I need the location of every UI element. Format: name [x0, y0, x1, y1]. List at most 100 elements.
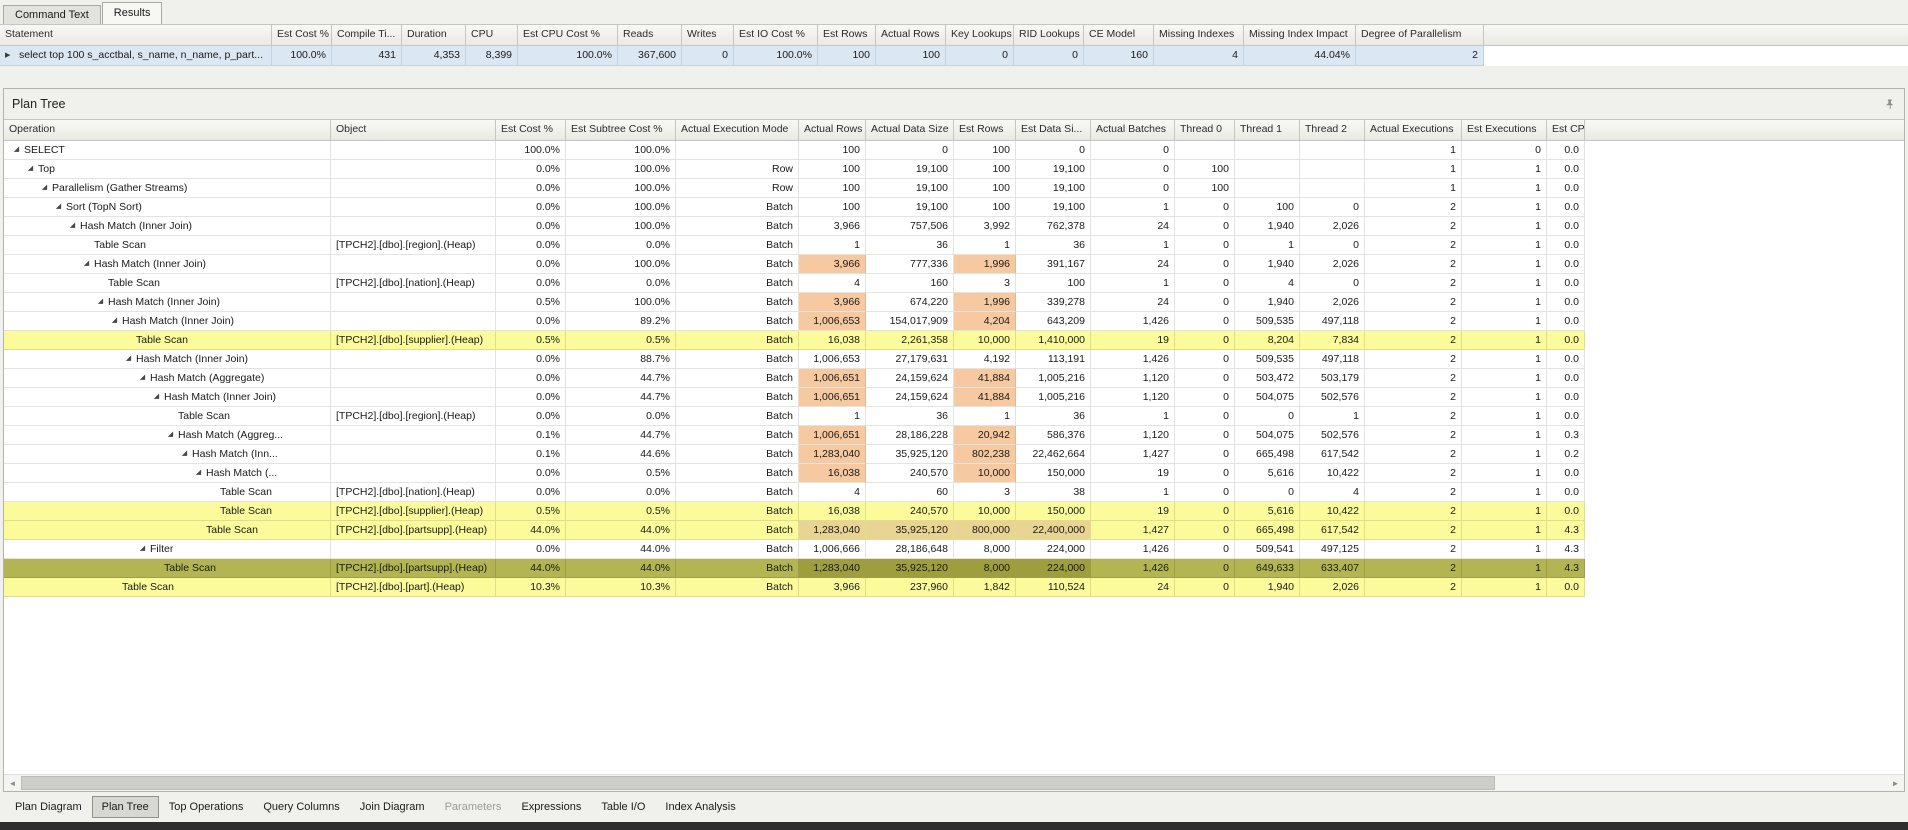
plan-tree-cell-actual_rows: 1,283,040	[799, 521, 866, 540]
plan-tree-header-est_data_size[interactable]: Est Data Si...	[1016, 120, 1091, 140]
plan-tree-cell-est_rows: 41,884	[954, 388, 1016, 407]
statement-header-cpu[interactable]: CPU	[466, 25, 518, 45]
statement-header-rid_lookups[interactable]: RID Lookups	[1014, 25, 1084, 45]
bottom-tab-plan-tree[interactable]: Plan Tree	[91, 796, 159, 818]
scroll-left-button[interactable]: ◄	[4, 775, 21, 791]
tree-expander-icon[interactable]: ◢	[111, 317, 118, 324]
statement-row-1[interactable]: ▶ select top 100 s_acctbal, s_name, n_nam…	[0, 46, 1908, 66]
scrollbar-track[interactable]	[21, 775, 1887, 791]
tree-expander-icon[interactable]: ◢	[181, 450, 188, 457]
plan-tree-header-est_subtree_cost[interactable]: Est Subtree Cost %	[566, 120, 676, 140]
plan-tree-cell-est_subtree_cost: 10.3%	[566, 578, 676, 597]
plan-tree-row-23-table-scan[interactable]: Table Scan [TPCH2].[dbo].[partsupp].(Heap…	[4, 559, 1904, 578]
tree-expander-icon[interactable]: ◢	[195, 469, 202, 476]
plan-tree-row-1-select[interactable]: ◢ SELECT 100.0% 100.0% 100 0 100 0 0 1 0 0.0	[4, 141, 1904, 160]
plan-tree-row-20-table-scan[interactable]: Table Scan [TPCH2].[dbo].[supplier].(Heap…	[4, 502, 1904, 521]
plan-tree-header-actual_batches[interactable]: Actual Batches	[1091, 120, 1175, 140]
tree-expander-icon[interactable]: ◢	[167, 431, 174, 438]
statement-header-est_cost[interactable]: Est Cost %	[272, 25, 332, 45]
plan-tree-header-actual_data_size[interactable]: Actual Data Size	[866, 120, 954, 140]
plan-tree-row-10-hash-match-inner-join[interactable]: ◢ Hash Match (Inner Join) 0.0% 89.2% Batch 1,…	[4, 312, 1904, 331]
pin-icon[interactable]	[1884, 98, 1896, 110]
plan-tree-row-6-table-scan[interactable]: Table Scan [TPCH2].[dbo].[region].(Heap) 0…	[4, 236, 1904, 255]
statement-header-key_lookups[interactable]: Key Lookups	[946, 25, 1014, 45]
plan-tree-header-thread_0[interactable]: Thread 0	[1175, 120, 1235, 140]
statement-header-ce_model[interactable]: CE Model	[1084, 25, 1154, 45]
scrollbar-thumb[interactable]	[21, 776, 1496, 790]
plan-tree-row-7-hash-match-inner-join[interactable]: ◢ Hash Match (Inner Join) 0.0% 100.0% Batch 3…	[4, 255, 1904, 274]
plan-tree-row-24-table-scan[interactable]: Table Scan [TPCH2].[dbo].[part].(Heap) 10.…	[4, 578, 1904, 597]
plan-tree-row-21-table-scan[interactable]: Table Scan [TPCH2].[dbo].[partsupp].(Heap…	[4, 521, 1904, 540]
statement-header-est_cpu_cost[interactable]: Est CPU Cost %	[518, 25, 618, 45]
tree-expander-icon[interactable]: ◢	[153, 393, 160, 400]
statement-header-missing_indexes[interactable]: Missing Indexes	[1154, 25, 1244, 45]
statement-expander-icon[interactable]: ▶	[5, 52, 11, 59]
bottom-tab-query-columns[interactable]: Query Columns	[263, 801, 340, 813]
tree-expander-icon[interactable]: ◢	[13, 146, 20, 153]
horizontal-scrollbar[interactable]: ◄ ►	[4, 774, 1904, 791]
tree-expander-icon[interactable]: ◢	[55, 203, 62, 210]
plan-tree-header-est_cost[interactable]: Est Cost %	[496, 120, 566, 140]
tree-expander-icon[interactable]: ◢	[139, 374, 146, 381]
plan-tree-header-actual_executions[interactable]: Actual Executions	[1365, 120, 1462, 140]
tree-expander-icon[interactable]: ◢	[125, 355, 132, 362]
statement-header-statement[interactable]: Statement	[0, 25, 272, 45]
scroll-right-button[interactable]: ►	[1887, 775, 1904, 791]
plan-tree-header-mode[interactable]: Actual Execution Mode	[676, 120, 799, 140]
tree-expander-icon[interactable]: ◢	[41, 184, 48, 191]
plan-tree-header-operation[interactable]: Operation	[4, 120, 331, 140]
plan-tree-cell-actual_batches: 1,120	[1091, 369, 1175, 388]
plan-tree-row-12-hash-match-inner-join[interactable]: ◢ Hash Match (Inner Join) 0.0% 88.7% Batch 1,…	[4, 350, 1904, 369]
plan-tree-row-13-hash-match-aggregate[interactable]: ◢ Hash Match (Aggregate) 0.0% 44.7% Batch 1,0…	[4, 369, 1904, 388]
plan-tree-cell-est_cost: 0.0%	[496, 483, 566, 502]
plan-tree-row-11-table-scan[interactable]: Table Scan [TPCH2].[dbo].[supplier].(Heap…	[4, 331, 1904, 350]
plan-tree-header-thread_2[interactable]: Thread 2	[1300, 120, 1365, 140]
plan-tree-row-2-top[interactable]: ◢ Top 0.0% 100.0% Row 100 19,100 100 19,100 0 100 1…	[4, 160, 1904, 179]
plan-tree-header-est_rows[interactable]: Est Rows	[954, 120, 1016, 140]
statement-header-compile_time[interactable]: Compile Ti...	[332, 25, 402, 45]
plan-tree-row-3-parallelism-gather-streams[interactable]: ◢ Parallelism (Gather Streams) 0.0% 100.0% R…	[4, 179, 1904, 198]
plan-tree-row-8-table-scan[interactable]: Table Scan [TPCH2].[dbo].[nation].(Heap) 0…	[4, 274, 1904, 293]
plan-tree-row-22-filter[interactable]: ◢ Filter 0.0% 44.0% Batch 1,006,666 28,186,648…	[4, 540, 1904, 559]
bottom-tab-plan-diagram[interactable]: Plan Diagram	[15, 801, 82, 813]
plan-tree-row-4-sort-topn-sort[interactable]: ◢ Sort (TopN Sort) 0.0% 100.0% Batch 100 19,10…	[4, 198, 1904, 217]
plan-tree-header-est_cpu[interactable]: Est CPU	[1547, 120, 1585, 140]
statement-header-est_io_cost[interactable]: Est IO Cost %	[734, 25, 818, 45]
plan-tree-row-14-hash-match-inner-join[interactable]: ◢ Hash Match (Inner Join) 0.0% 44.7% Batch 1,…	[4, 388, 1904, 407]
statement-header-duration[interactable]: Duration	[402, 25, 466, 45]
plan-tree-header-actual_rows[interactable]: Actual Rows	[799, 120, 866, 140]
bottom-tab-table-i-o[interactable]: Table I/O	[601, 801, 646, 813]
tree-expander-icon[interactable]: ◢	[83, 260, 90, 267]
plan-tree-row-18-hash-match[interactable]: ◢ Hash Match (... 0.0% 0.5% Batch 16,038 240,5…	[4, 464, 1904, 483]
tree-expander-icon[interactable]: ◢	[139, 545, 146, 552]
tree-expander-icon[interactable]: ◢	[69, 222, 76, 229]
plan-tree-row-19-table-scan[interactable]: Table Scan [TPCH2].[dbo].[nation].(Heap) 0…	[4, 483, 1904, 502]
plan-tree-cell-operation: Table Scan	[4, 559, 331, 578]
tree-expander-icon[interactable]: ◢	[97, 298, 104, 305]
plan-tree-cell-est_cpu: 0.0	[1547, 293, 1585, 312]
plan-tree-header-thread_1[interactable]: Thread 1	[1235, 120, 1300, 140]
plan-tree-header-est_executions[interactable]: Est Executions	[1462, 120, 1547, 140]
plan-tree-header-object[interactable]: Object	[331, 120, 496, 140]
statement-header-degree_of_parallelism[interactable]: Degree of Parallelism	[1356, 25, 1484, 45]
plan-tree-row-9-hash-match-inner-join[interactable]: ◢ Hash Match (Inner Join) 0.5% 100.0% Batch 3…	[4, 293, 1904, 312]
bottom-tab-expressions[interactable]: Expressions	[521, 801, 582, 813]
tab-command-text[interactable]: Command Text	[3, 5, 101, 24]
tree-expander-icon[interactable]: ◢	[27, 165, 34, 172]
bottom-tab-top-operations[interactable]: Top Operations	[168, 801, 244, 813]
plan-tree-cell-thread_0: 0	[1175, 540, 1235, 559]
plan-tree-row-17-hash-match-inn[interactable]: ◢ Hash Match (Inn... 0.1% 44.6% Batch 1,283,0…	[4, 445, 1904, 464]
plan-tree-row-15-table-scan[interactable]: Table Scan [TPCH2].[dbo].[region].(Heap) 0…	[4, 407, 1904, 426]
plan-tree-row-5-hash-match-inner-join[interactable]: ◢ Hash Match (Inner Join) 0.0% 100.0% Batch 3…	[4, 217, 1904, 236]
plan-tree-row-16-hash-match-aggreg[interactable]: ◢ Hash Match (Aggreg... 0.1% 44.7% Batch 1,00…	[4, 426, 1904, 445]
tab-results[interactable]: Results	[101, 2, 163, 24]
plan-tree-cell-operation: ◢ SELECT	[4, 141, 331, 160]
statement-header-est_rows[interactable]: Est Rows	[818, 25, 876, 45]
statement-header-reads[interactable]: Reads	[618, 25, 682, 45]
bottom-tab-index-analysis[interactable]: Index Analysis	[665, 801, 736, 813]
operation-label: Hash Match (Aggreg...	[178, 429, 284, 441]
statement-header-writes[interactable]: Writes	[682, 25, 734, 45]
statement-header-actual_rows[interactable]: Actual Rows	[876, 25, 946, 45]
bottom-tab-join-diagram[interactable]: Join Diagram	[359, 801, 425, 813]
statement-header-missing_index_impact[interactable]: Missing Index Impact	[1244, 25, 1356, 45]
